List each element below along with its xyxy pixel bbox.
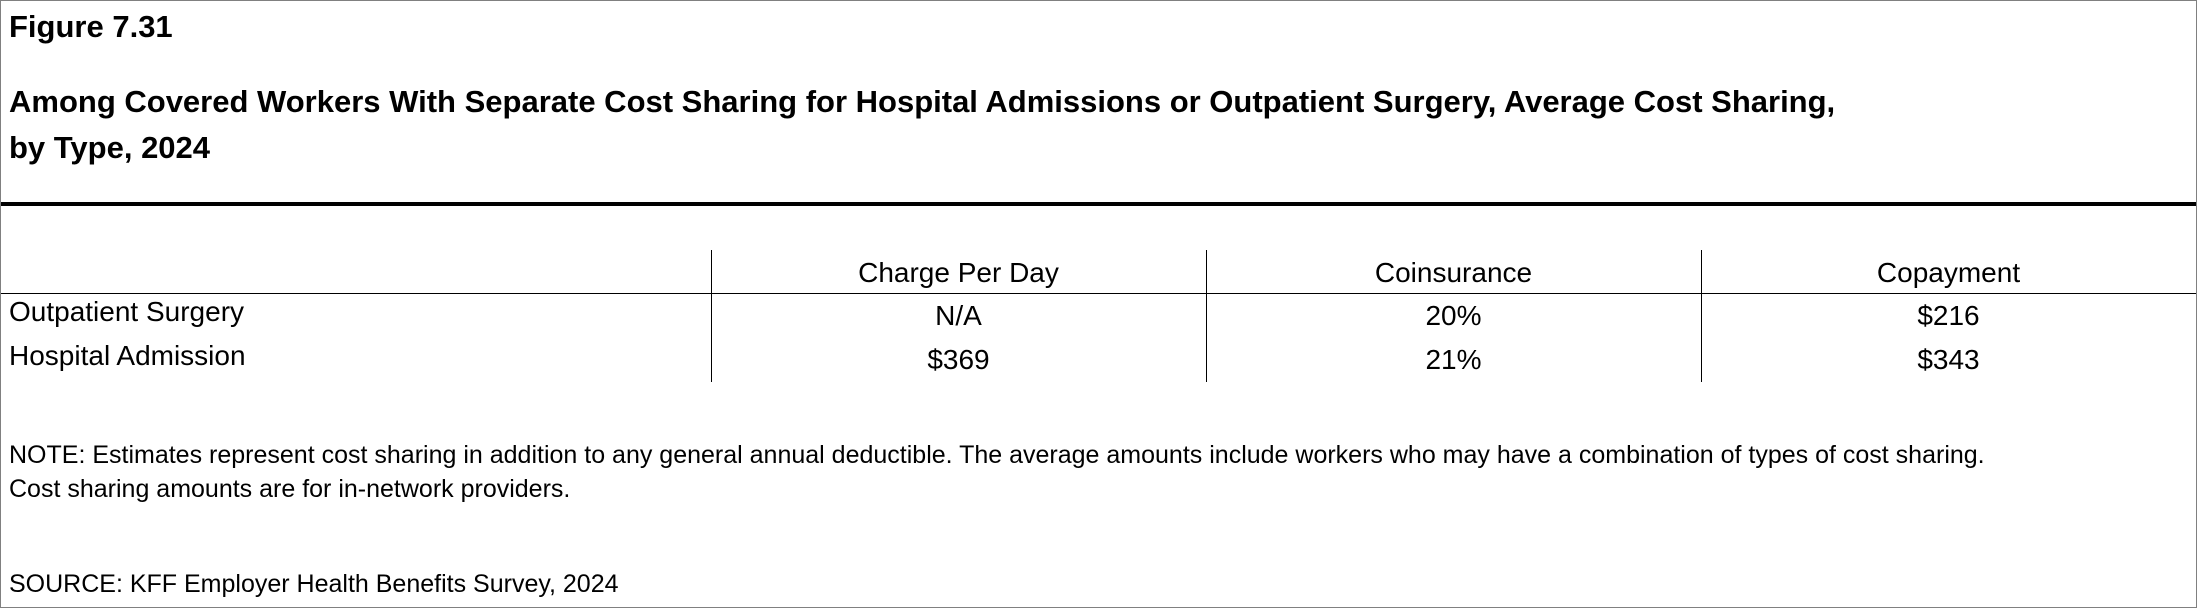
figure-title: Among Covered Workers With Separate Cost…: [9, 84, 1836, 119]
column-header: Charge Per Day: [858, 257, 1059, 288]
header-rule: [1, 293, 2196, 294]
table-cell: $216: [1917, 300, 1980, 331]
column-header: Coinsurance: [1374, 257, 1533, 288]
column-header: Copayment: [1876, 257, 2021, 288]
column-divider: [1206, 250, 1207, 382]
title-rule: [1, 202, 2196, 206]
table-cell: 20%: [1425, 300, 1482, 331]
figure-title: by Type, 2024: [9, 130, 211, 165]
source: SOURCE: KFF Employer Health Benefits Sur…: [9, 570, 619, 598]
row-label: Outpatient Surgery: [9, 296, 245, 327]
table-cell: $343: [1917, 344, 1980, 375]
figure-number: Figure 7.31: [9, 9, 173, 44]
row-label: Hospital Admission: [9, 340, 246, 371]
table-cell: 21%: [1425, 344, 1482, 375]
table-cell: N/A: [935, 300, 982, 331]
column-divider: [711, 250, 712, 382]
column-divider: [1701, 250, 1702, 382]
note: Cost sharing amounts are for in-network …: [9, 475, 571, 503]
table-cell: $369: [927, 344, 990, 375]
note: NOTE: Estimates represent cost sharing i…: [9, 441, 1985, 469]
